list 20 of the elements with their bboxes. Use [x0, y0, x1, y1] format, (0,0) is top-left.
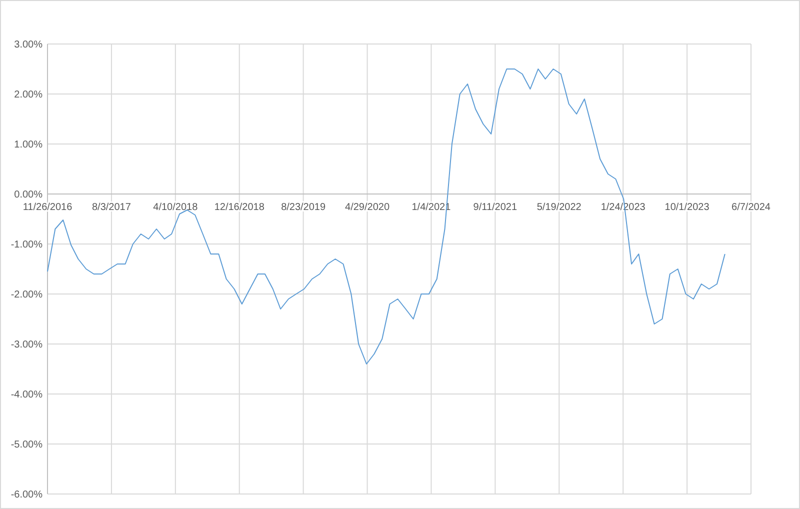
x-tick-label: 10/1/2023: [664, 202, 710, 213]
y-tick-label: -5.00%: [10, 440, 43, 450]
x-tick-label: 8/3/2017: [92, 202, 132, 213]
y-tick-label: -3.00%: [10, 340, 43, 350]
y-tick-label: -6.00%: [10, 490, 43, 500]
y-tick-label: 3.00%: [14, 40, 43, 50]
y-tick-label: 1.00%: [14, 140, 43, 150]
x-tick-label: 4/29/2020: [345, 202, 390, 213]
x-tick-label: 5/19/2022: [536, 202, 582, 213]
x-tick-label: 12/16/2018: [214, 202, 265, 213]
y-tick-label: -2.00%: [10, 290, 43, 300]
x-tick-label: 6/7/2024: [732, 202, 771, 213]
x-tick-label: 8/23/2019: [281, 202, 326, 213]
y-tick-label: -1.00%: [10, 240, 43, 250]
x-tick-label: 11/26/2016: [22, 202, 73, 213]
x-tick-label: 9/11/2021: [473, 202, 518, 213]
y-tick-label: 0.00%: [14, 190, 43, 200]
x-tick-label: 4/10/2018: [153, 202, 198, 213]
y-tick-label: -4.00%: [10, 390, 43, 400]
y-tick-label: 2.00%: [14, 90, 43, 100]
